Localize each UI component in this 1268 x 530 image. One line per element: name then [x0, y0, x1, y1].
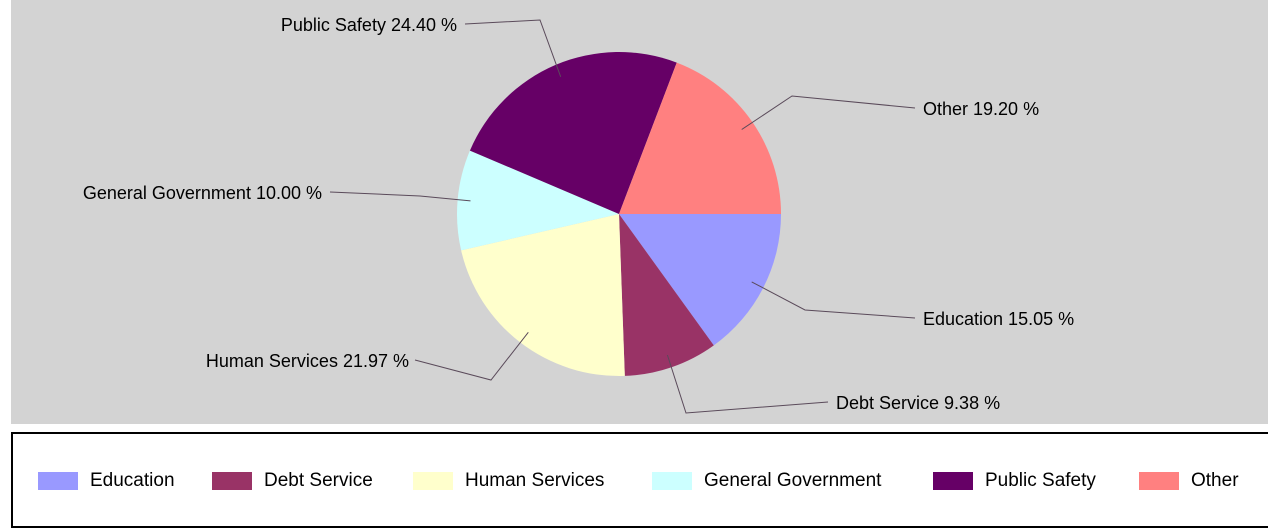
slice-label-debt-service: Debt Service 9.38 %: [836, 393, 1000, 413]
legend-item-public-safety: Public Safety: [933, 470, 1096, 492]
leader-line-human-services: [414, 331, 529, 381]
slice-label-human-services: Human Services 21.97 %: [206, 351, 409, 371]
legend-label-general-government: General Government: [704, 470, 882, 491]
legend-item-general-government: General Government: [652, 470, 881, 492]
leader-line-general-government: [329, 191, 471, 202]
legend-item-debt-service: Debt Service: [212, 470, 373, 492]
pie-slice-human-services: [461, 214, 625, 377]
pie-slice-education: [619, 214, 781, 346]
pie-slice-debt-service: [619, 214, 714, 376]
legend-swatch-public-safety: [933, 472, 973, 490]
legend-swatch-general-government: [652, 472, 692, 490]
legend-swatch-other: [1139, 472, 1179, 490]
legend-label-debt-service: Debt Service: [264, 470, 373, 491]
leader-line-other: [741, 95, 916, 130]
legend-item-other: Other: [1139, 470, 1239, 492]
legend-label-public-safety: Public Safety: [985, 470, 1096, 491]
slice-label-public-safety: Public Safety 24.40 %: [281, 15, 457, 35]
legend-label-other: Other: [1191, 470, 1239, 491]
legend-label-human-services: Human Services: [465, 470, 605, 491]
legend-label-education: Education: [90, 470, 175, 491]
pie-chart: Education 15.05 % Debt Service 9.38 % Huma…: [83, 15, 1074, 414]
pie-slice-other: [619, 62, 781, 214]
legend-swatch-human-services: [413, 472, 453, 490]
legend: Education Debt Service Human Services Ge…: [11, 432, 1268, 528]
leader-line-public-safety: [464, 19, 562, 77]
slice-label-general-government: General Government 10.00 %: [83, 183, 322, 203]
slice-label-other: Other 19.20 %: [923, 99, 1039, 119]
legend-swatch-education: [38, 472, 78, 490]
leader-line-debt-service: [666, 354, 829, 414]
legend-item-human-services: Human Services: [413, 470, 604, 492]
pie-slice-public-safety: [469, 52, 677, 214]
leader-line-education: [751, 281, 916, 319]
legend-item-education: Education: [38, 470, 175, 492]
legend-swatch-debt-service: [212, 472, 252, 490]
slice-label-education: Education 15.05 %: [923, 309, 1074, 329]
pie-slice-general-government: [457, 150, 619, 251]
